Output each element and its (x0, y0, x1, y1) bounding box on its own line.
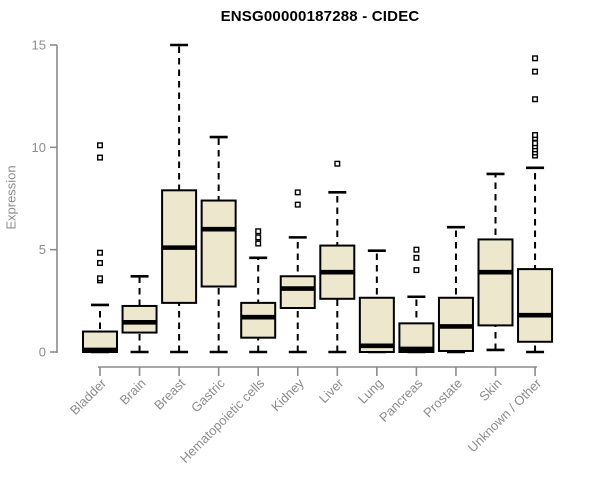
outlier-point-pancreas (413, 246, 420, 253)
outlier-point-bladder (96, 275, 103, 282)
box-unknown-other (517, 268, 554, 343)
x-tick-label: Breast (151, 375, 188, 412)
x-tick-label: Kidney (268, 375, 307, 414)
outlier-point-unknown-other (532, 68, 539, 75)
x-tick-label: Bladder (67, 375, 110, 418)
box-hematopoietic-cells (240, 301, 277, 339)
outlier-point-pancreas (413, 254, 420, 261)
outlier-point-unknown-other (532, 132, 539, 139)
outlier-point-pancreas (413, 267, 420, 274)
box-skin (477, 238, 514, 327)
outlier-point-bladder (96, 154, 103, 161)
x-tick-label: Pancreas (376, 375, 426, 425)
outlier-point-unknown-other (532, 55, 539, 62)
chart-title: ENSG00000187288 - CIDEC (220, 8, 420, 25)
y-tick-label: 0 (39, 345, 46, 360)
x-tick-label: Prostate (420, 376, 465, 421)
outlier-point-bladder (96, 142, 103, 149)
outlier-point-hematopoietic-cells (255, 240, 262, 247)
y-tick-label: 10 (32, 140, 46, 155)
outlier-point-kidney (294, 201, 301, 208)
x-tick-label: Unknown / Other (465, 375, 545, 455)
outlier-point-hematopoietic-cells (255, 228, 262, 235)
x-tick-label: Skin (476, 376, 504, 404)
outlier-point-bladder (96, 249, 103, 256)
outlier-point-liver (334, 160, 341, 167)
x-tick-label: Brain (117, 376, 149, 408)
x-tick-label: Lung (355, 376, 386, 407)
box-gastric (200, 199, 237, 288)
outlier-point-unknown-other (532, 140, 539, 147)
outlier-point-hematopoietic-cells (255, 234, 262, 241)
box-brain (121, 304, 158, 334)
outlier-point-unknown-other (532, 96, 539, 103)
outlier-point-kidney (294, 189, 301, 196)
y-tick-label: 5 (39, 242, 46, 257)
outlier-point-bladder (96, 259, 103, 266)
box-kidney (279, 275, 316, 309)
y-tick-label: 15 (32, 38, 46, 53)
x-tick-label: Liver (316, 375, 347, 406)
box-lung (358, 296, 395, 354)
